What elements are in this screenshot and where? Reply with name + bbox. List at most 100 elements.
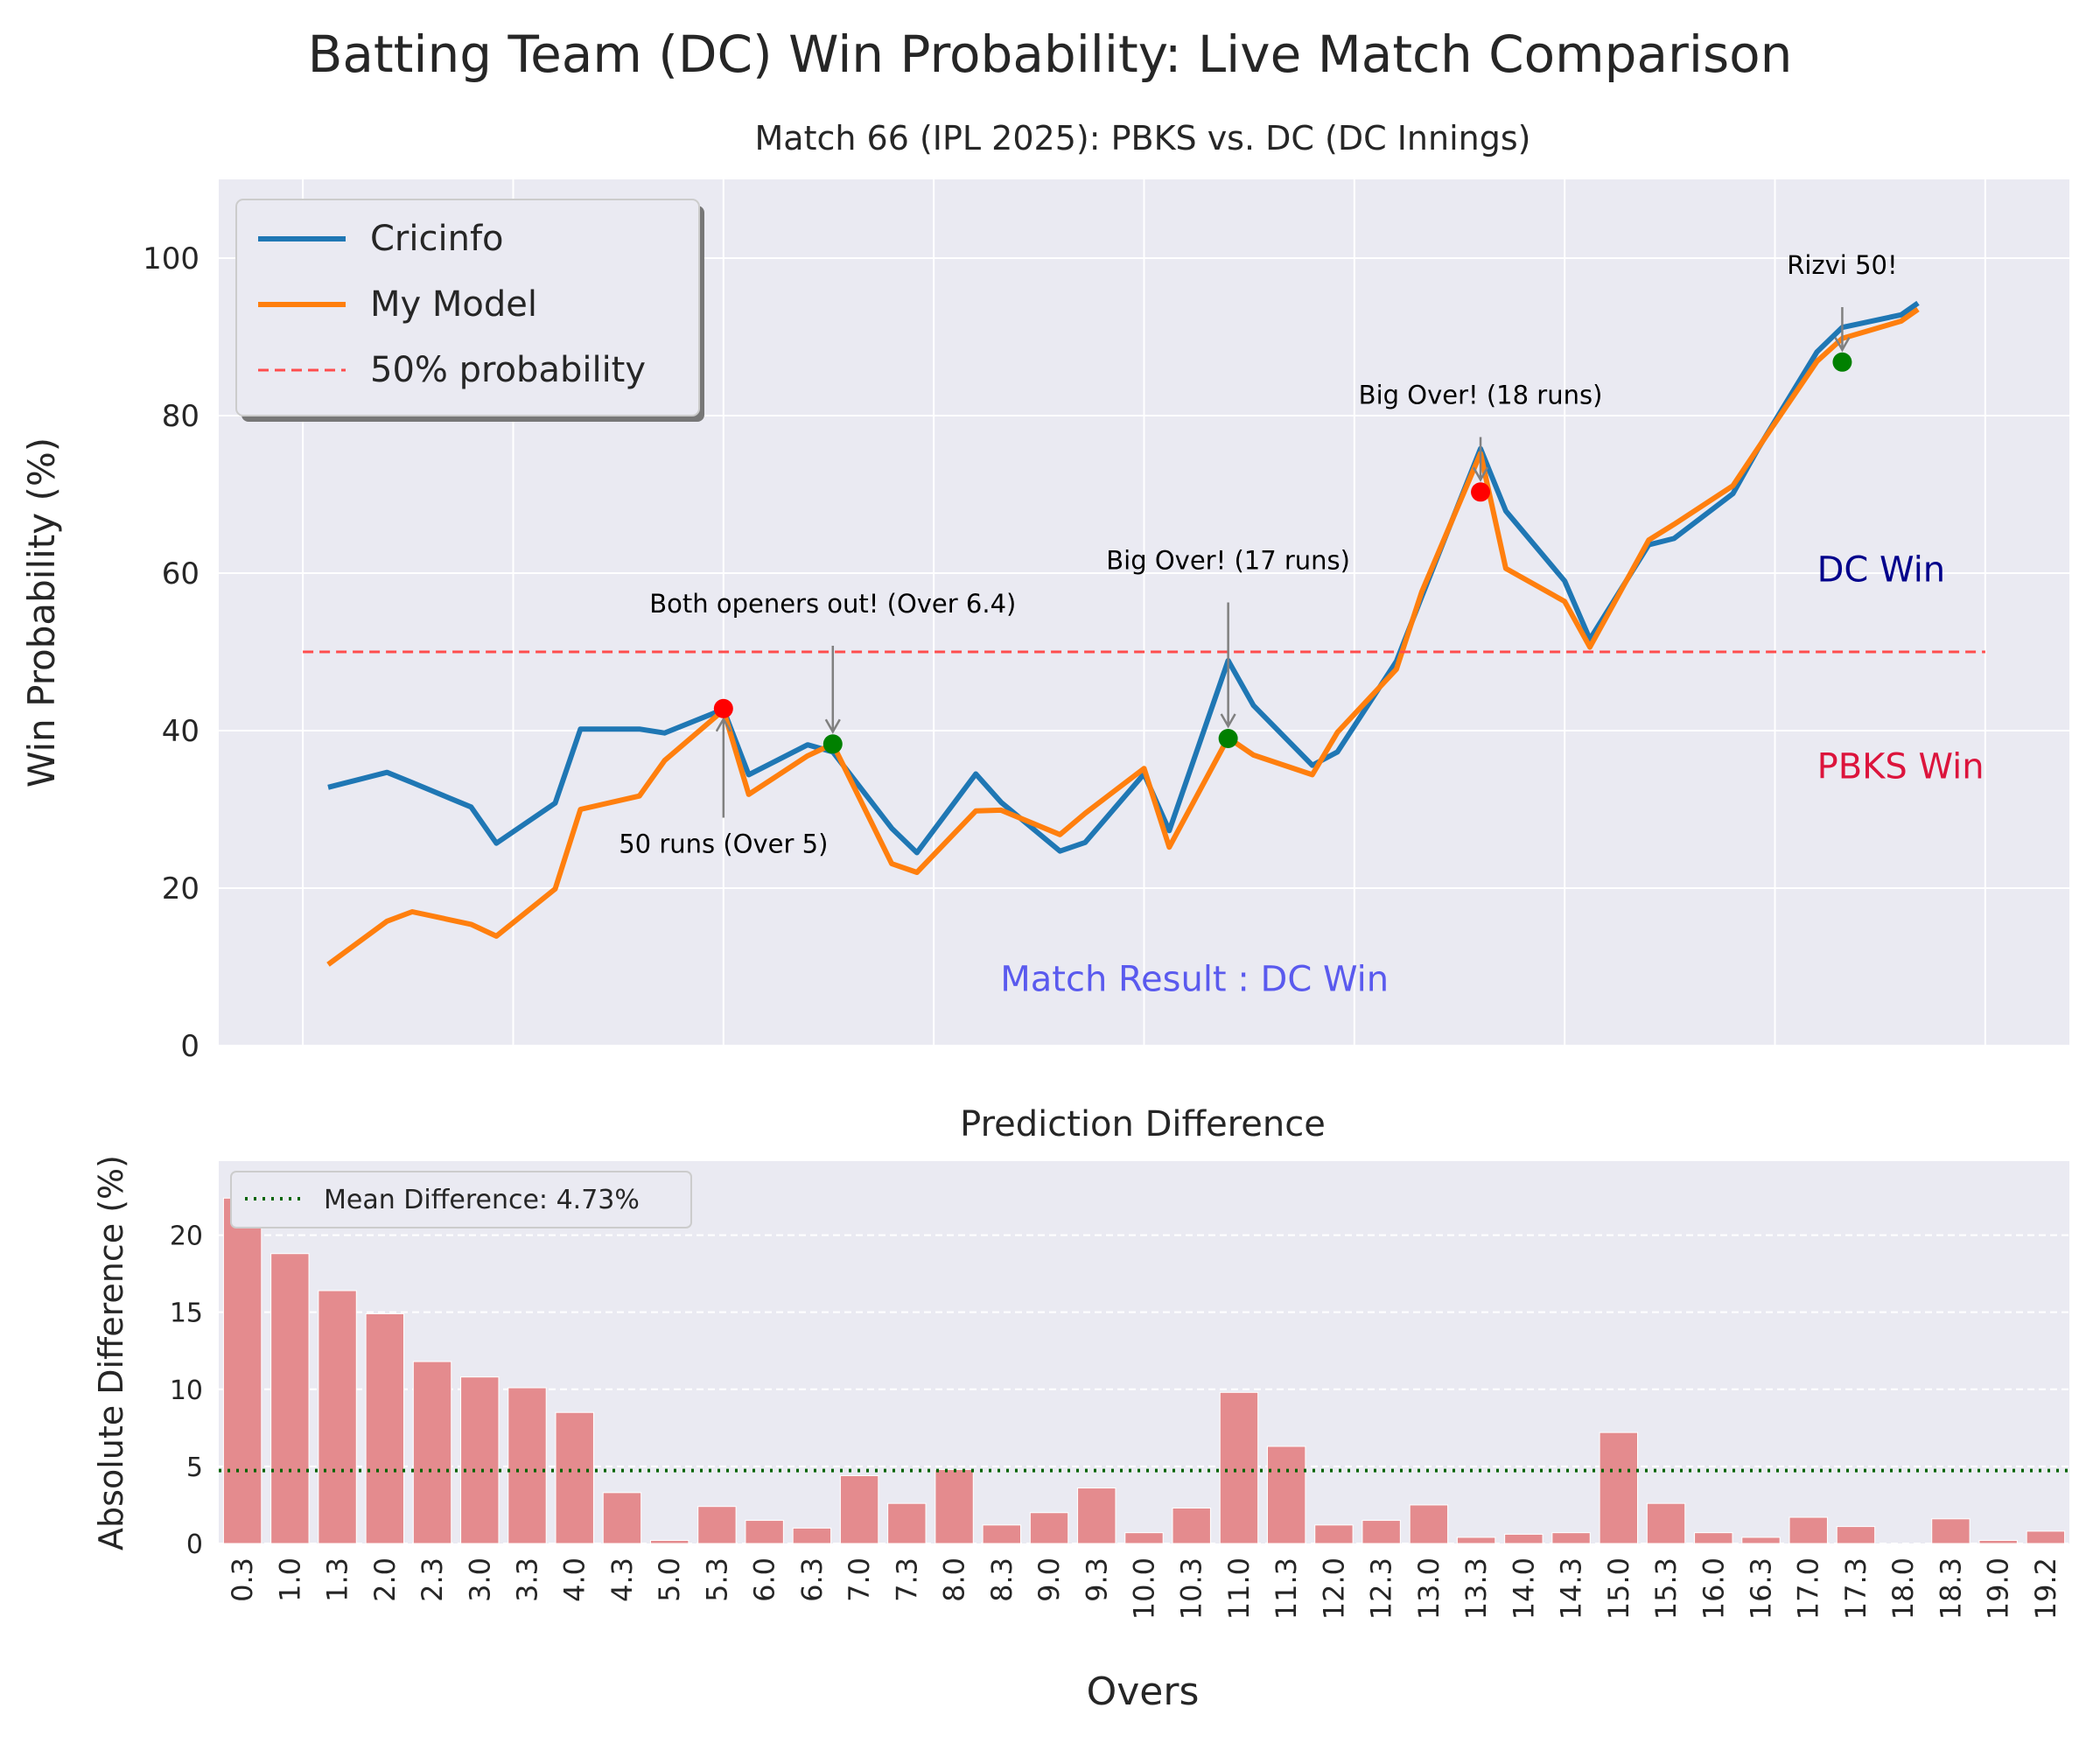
bottom-x-tick-label: 7.0	[843, 1558, 876, 1602]
bottom-legend: Mean Difference: 4.73%	[230, 1171, 692, 1228]
bottom-y-tick-label: 20	[170, 1222, 203, 1252]
bottom-x-tick-label: 14.3	[1555, 1558, 1588, 1620]
bottom-x-tick-label: 19.0	[1982, 1558, 2015, 1620]
bar-over-12-3	[1362, 1520, 1401, 1544]
bottom-x-tick-label: 1.0	[273, 1558, 306, 1602]
annotation-text: Big Over! (18 runs)	[1359, 381, 1603, 410]
bar-over-13-0	[1409, 1504, 1449, 1544]
bottom-x-tick-label: 5.3	[700, 1558, 733, 1602]
bar-over-13-3	[1456, 1536, 1496, 1544]
bottom-x-tick-label: 16.0	[1697, 1558, 1730, 1620]
bar-over-10-3	[1172, 1507, 1211, 1544]
annotation-arrowhead	[715, 717, 732, 732]
bar-over-11-3	[1267, 1446, 1306, 1544]
bottom-x-tick-label: 17.0	[1792, 1558, 1825, 1620]
match-result-label: Match Result : DC Win	[1000, 960, 1389, 1000]
legend-label-mean: Mean Difference: 4.73%	[324, 1185, 640, 1215]
legend-label-50pct: 50% probability	[370, 350, 646, 390]
bottom-x-tick-label: 3.0	[463, 1558, 496, 1602]
top-region-labels: DC Win PBKS Win Match Result : DC Win	[1000, 550, 1984, 1000]
bar-over-16-3	[1741, 1536, 1781, 1544]
bottom-x-tick-labels: 0.3 1.0 1.3 2.0 2.3 3.0 3.3 4.0 4.3 5.0 5.3 6.0 6.3 7…	[226, 1558, 2062, 1620]
bar-over-16-0	[1694, 1532, 1733, 1544]
bottom-x-tick-label: 11.0	[1222, 1558, 1256, 1620]
highlight-point	[713, 698, 733, 718]
annotation-text: Rizvi 50!	[1787, 250, 1897, 280]
figure-title: Batting Team (DC) Win Probability: Live …	[308, 24, 1793, 84]
bottom-x-tick-label: 15.0	[1602, 1558, 1635, 1620]
bar-over-18-3	[1931, 1518, 1970, 1544]
region-label-dc-win: DC Win	[1817, 550, 1946, 591]
bar-over-3-0	[460, 1376, 500, 1544]
bottom-x-tick-label: 1.3	[321, 1558, 354, 1602]
bottom-x-tick-label: 17.3	[1839, 1558, 1872, 1620]
bottom-x-tick-label: 9.3	[1080, 1558, 1113, 1602]
legend-label-cricinfo: Cricinfo	[370, 219, 504, 259]
bar-over-8-3	[982, 1524, 1021, 1544]
bottom-x-tick-label: 6.3	[795, 1558, 829, 1602]
legend-label-my-model: My Model	[370, 284, 537, 325]
bar-over-14-3	[1551, 1532, 1591, 1544]
bottom-x-tick-label: 10.3	[1175, 1558, 1208, 1620]
bar-over-8-0	[934, 1468, 974, 1544]
bar-over-2-3	[412, 1361, 452, 1544]
bottom-x-tick-label: 2.3	[416, 1558, 449, 1602]
bottom-x-tick-label: 14.0	[1507, 1558, 1540, 1620]
bottom-x-axis-label: Overs	[1087, 1670, 1200, 1714]
bottom-x-tick-label: 15.3	[1649, 1558, 1683, 1620]
bottom-x-tick-label: 4.3	[606, 1558, 639, 1602]
bottom-y-tick-label: 10	[170, 1376, 203, 1406]
bottom-bars	[222, 1197, 2066, 1544]
bar-over-5-3	[697, 1506, 737, 1544]
highlight-point	[1832, 352, 1852, 372]
bottom-x-tick-label: 9.0	[1032, 1558, 1066, 1602]
bottom-x-tick-label: 5.0	[653, 1558, 686, 1602]
bar-over-0-3	[222, 1197, 262, 1544]
bottom-x-tick-label: 16.3	[1745, 1558, 1778, 1620]
bar-over-10-0	[1124, 1532, 1164, 1544]
bar-over-19-0	[1978, 1539, 2018, 1544]
bar-over-4-3	[602, 1492, 642, 1544]
bar-over-15-0	[1599, 1432, 1638, 1544]
bottom-y-tick-label: 15	[170, 1298, 203, 1329]
bottom-x-tick-label: 12.0	[1317, 1558, 1350, 1620]
bottom-x-tick-label: 8.3	[985, 1558, 1018, 1602]
bar-over-2-0	[365, 1312, 405, 1544]
bottom-y-tick-label: 0	[186, 1530, 203, 1560]
bottom-x-tick-label: 2.0	[368, 1558, 402, 1602]
bottom-x-tick-label: 18.0	[1886, 1558, 1920, 1620]
top-y-axis-label: Win Probability (%)	[20, 438, 63, 788]
bar-over-17-3	[1836, 1526, 1876, 1544]
top-highlight-points	[713, 352, 1852, 754]
bottom-x-tick-label: 6.0	[748, 1558, 781, 1602]
annotation-text: Big Over! (17 runs)	[1106, 546, 1350, 576]
region-label-pbks-win: PBKS Win	[1817, 747, 1984, 788]
bottom-x-tick-label: 8.0	[938, 1558, 971, 1602]
bottom-y-tick-labels: 0 5 10 15 20	[170, 1222, 203, 1560]
annotation-text: Both openers out! (Over 6.4)	[649, 589, 1016, 619]
bar-over-11-0	[1219, 1391, 1259, 1544]
top-y-tick-label: 60	[162, 556, 200, 592]
bottom-x-tick-label: 3.3	[511, 1558, 544, 1602]
top-y-tick-label: 80	[162, 399, 200, 434]
bottom-x-tick-label: 13.3	[1460, 1558, 1493, 1620]
bar-over-12-0	[1314, 1524, 1354, 1544]
top-y-tick-label: 40	[162, 714, 200, 749]
highlight-point	[822, 734, 843, 754]
bottom-y-axis-label: Absolute Difference (%)	[92, 1155, 130, 1550]
bar-over-7-3	[887, 1502, 927, 1544]
annotation-arrowhead	[824, 718, 841, 734]
bar-over-14-0	[1504, 1533, 1544, 1544]
top-legend-box	[235, 199, 700, 416]
series-line-my-model	[326, 307, 1920, 967]
annotation-arrowhead	[1220, 713, 1236, 729]
bar-over-3-3	[508, 1387, 547, 1544]
bar-over-19-2	[2026, 1530, 2066, 1544]
highlight-point	[1471, 482, 1491, 502]
prediction-difference-panel: Prediction Difference 0 5 10 15 20 0.3 1.0 1.3…	[92, 1104, 2069, 1714]
top-y-tick-label: 0	[180, 1029, 200, 1064]
bar-over-1-0	[270, 1253, 310, 1544]
bar-over-9-0	[1029, 1512, 1069, 1544]
bar-over-9-3	[1077, 1488, 1116, 1544]
